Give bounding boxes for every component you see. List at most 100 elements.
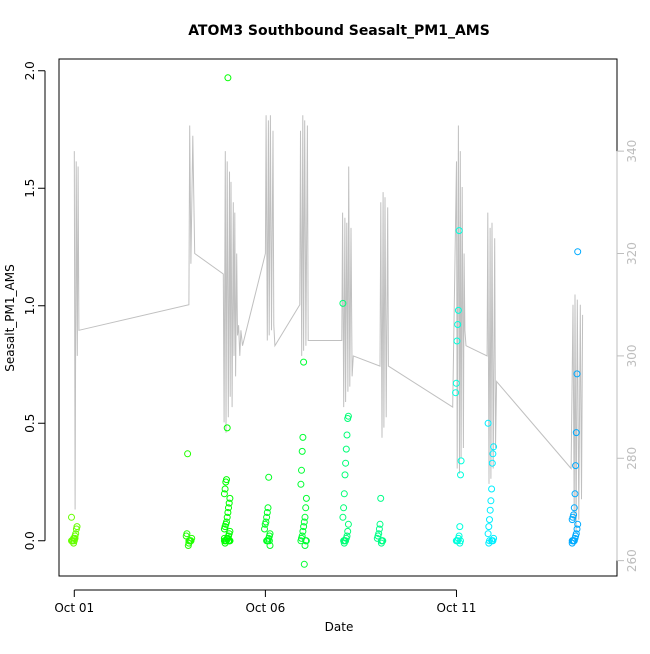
y-tick-label: 1.5 [23, 179, 37, 198]
data-point [225, 504, 232, 512]
data-point [73, 523, 81, 531]
data-point [223, 513, 231, 521]
data-point [299, 527, 307, 535]
data-point [340, 504, 348, 512]
data-point [489, 450, 497, 458]
data-point [225, 499, 233, 507]
data-point [263, 513, 271, 521]
y2-tick-label: 280 [625, 447, 639, 470]
data-point [265, 537, 273, 545]
data-point [453, 337, 461, 345]
data-point [186, 537, 194, 545]
data-point [343, 431, 351, 439]
data-point [574, 248, 582, 256]
data-point [297, 480, 305, 488]
x-tick-label: Oct 11 [437, 601, 477, 615]
data-point [224, 74, 232, 82]
data-point [265, 473, 273, 481]
data-point [454, 306, 462, 314]
data-point [452, 379, 460, 387]
data-point [571, 490, 579, 498]
data-point [572, 429, 580, 437]
y-tick-label: 1.0 [23, 296, 37, 315]
data-point [452, 389, 460, 397]
y-axis-left: 0.0 0.5 1.0 1.5 2.0 [23, 61, 46, 550]
data-point [298, 532, 306, 540]
data-point [573, 525, 581, 533]
data-point [224, 509, 232, 516]
y2-tick-label: 340 [625, 140, 639, 163]
data-point [484, 530, 492, 538]
y-tick-label: 0.0 [23, 531, 37, 550]
scatter-series-layer [68, 74, 582, 568]
data-point [488, 459, 496, 467]
data-point [340, 490, 348, 498]
data-point [488, 485, 496, 493]
data-point [574, 520, 582, 528]
data-point [343, 532, 351, 540]
data-point [484, 419, 492, 427]
data-point [375, 525, 383, 533]
y-axis-label: Seasalt_PM1_AMS [3, 264, 17, 371]
data-point [572, 462, 580, 470]
data-point [261, 525, 268, 533]
data-point [264, 504, 272, 512]
data-point [301, 513, 309, 521]
data-point [486, 537, 493, 545]
data-point [341, 471, 349, 479]
data-point [301, 542, 309, 549]
data-point [299, 433, 307, 441]
data-point [266, 542, 274, 549]
data-point [300, 560, 308, 568]
data-point [457, 457, 465, 465]
data-point [344, 412, 352, 420]
data-point [298, 466, 305, 474]
data-point [378, 537, 386, 545]
data-point [457, 537, 464, 545]
x-tick-label: Oct 06 [245, 601, 285, 615]
data-point [226, 494, 234, 502]
data-point [300, 518, 308, 526]
y2-tick-label: 260 [625, 549, 639, 572]
x-tick-label: Oct 01 [54, 601, 94, 615]
data-point [221, 485, 229, 493]
data-point [68, 513, 75, 521]
data-point [184, 450, 192, 458]
data-point [342, 445, 350, 453]
line-series-layer [73, 115, 584, 530]
data-point [377, 494, 385, 502]
data-point [454, 321, 462, 328]
data-point [223, 424, 231, 432]
data-point [300, 523, 308, 531]
data-point [457, 471, 464, 479]
data-point [339, 299, 347, 307]
y2-tick-label: 300 [625, 344, 639, 367]
data-point [298, 447, 306, 455]
data-point [183, 530, 191, 538]
data-point [344, 527, 352, 535]
data-point [485, 523, 493, 531]
line-series [73, 115, 584, 530]
data-point [220, 534, 228, 542]
y-tick-label: 2.0 [23, 61, 37, 80]
data-point [572, 530, 580, 538]
data-point [262, 518, 270, 526]
data-point [342, 459, 350, 467]
data-point [339, 513, 347, 521]
y2-tick-label: 320 [625, 242, 639, 265]
data-point [573, 370, 581, 378]
data-point [72, 530, 80, 538]
data-point [570, 504, 578, 512]
data-point [302, 537, 310, 545]
data-point [302, 494, 310, 502]
data-point [302, 504, 310, 512]
y-tick-label: 0.5 [23, 414, 37, 433]
data-point [486, 516, 493, 524]
data-point [570, 537, 578, 545]
y-axis-right: 260 280 300 320 340 [616, 140, 639, 572]
data-point [375, 530, 383, 538]
data-point [455, 532, 463, 540]
